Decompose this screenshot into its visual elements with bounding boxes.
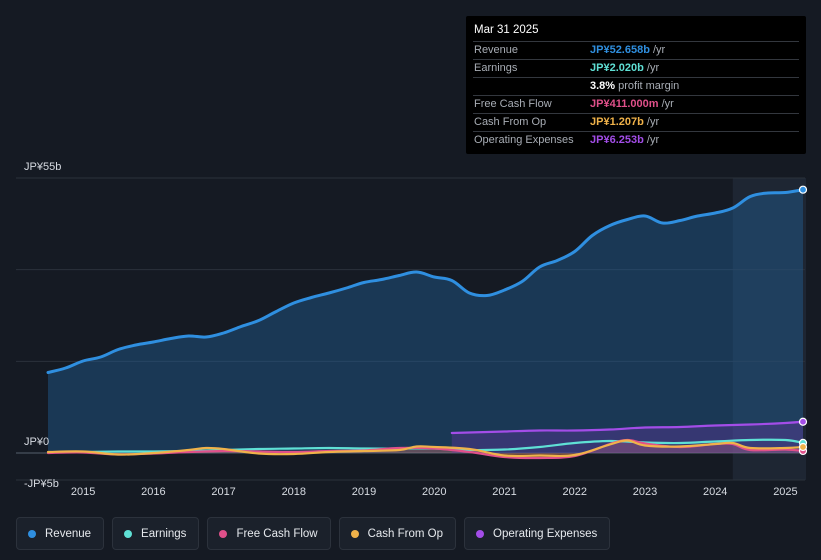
tooltip-unit: /yr [643,116,660,128]
cash-from-op-line [46,439,805,458]
revenue-end-marker [798,185,808,194]
x-tick-label: 2015 [71,486,95,498]
tooltip: Mar 31 2025 Revenue JP¥52.658b /yr Earning… [466,16,806,154]
legend: Revenue Earnings Free Cash Flow Cash From O… [16,517,611,550]
x-tick-label: 2025 [773,486,797,498]
tooltip-value: JP¥6.253b [590,134,644,146]
tooltip-label: Operating Expenses [474,134,574,146]
legend-item-free-cash-flow[interactable]: Free Cash Flow [207,517,331,550]
y-tick-label: JP¥0 [24,436,49,448]
cash-from-op-end-marker [798,442,808,452]
legend-dot-icon [219,529,228,538]
legend-item-cash-from-op[interactable]: Cash From Op [338,517,457,550]
legend-label: Free Cash Flow [236,527,318,540]
tooltip-date: Mar 31 2025 [473,16,799,42]
x-tick-label: 2019 [352,486,376,498]
tooltip-value: 3.8% [590,80,616,92]
legend-dot-icon [124,529,133,538]
revenue-area [48,189,803,453]
y-tick-label: -JP¥5b [24,478,59,490]
y-axis: JP¥55b JP¥0 -JP¥5b [24,161,61,490]
legend-label: Revenue [45,527,92,540]
operating-expenses-end-marker [798,417,808,426]
tooltip-row: Operating Expenses JP¥6.253b /yr [473,132,799,149]
legend-label: Earnings [141,527,187,540]
tooltip-row: 3.8% profit margin [473,78,799,96]
series-areas [48,189,803,459]
legend-item-earnings[interactable]: Earnings [112,517,200,550]
tooltip-value: JP¥2.020b [590,62,644,74]
legend-dot-icon [350,529,359,538]
tooltip-row: Free Cash Flow JP¥411.000m /yr [473,96,799,114]
tooltip-label: Free Cash Flow [474,98,552,110]
series-end-markers [798,185,808,456]
x-axis: 2015 2016 2017 2018 2019 2020 2021 2022 2023 2024… [71,486,798,498]
tooltip-label: Earnings [474,62,518,74]
tooltip-unit: /yr [658,98,674,110]
tooltip-row: Cash From Op JP¥1.207b /yr [473,114,799,132]
tooltip-label [474,78,590,95]
chart-area: JP¥55b JP¥0 -JP¥5b 2015 2016 2017 2018 2019 202… [16,161,808,498]
legend-item-revenue[interactable]: Revenue [16,517,105,550]
tooltip-label: Revenue [474,44,519,56]
operating-expenses-area [451,421,803,453]
legend-item-operating-expenses[interactable]: Operating Expenses [464,517,611,550]
x-tick-label: 2018 [282,486,306,498]
y-tick-label: JP¥55b [24,161,61,173]
forecast-highlight [732,178,806,480]
tooltip-unit: profit margin [615,80,680,92]
tooltip-unit: /yr [643,134,660,146]
x-tick-label: 2017 [211,486,235,498]
x-tick-label: 2016 [141,486,165,498]
legend-label: Operating Expenses [493,527,598,540]
legend-label: Cash From Op [367,527,444,540]
tooltip-row: Revenue JP¥52.658b /yr [473,42,799,60]
tooltip-unit: /yr [643,62,660,74]
tooltip-value: JP¥52.658b [590,44,650,56]
legend-dot-icon [476,529,485,538]
series-lines [46,188,805,460]
x-tick-label: 2024 [703,486,727,498]
legend-dot-icon [28,529,36,538]
tooltip-row: Earnings JP¥2.020b /yr [473,60,799,78]
x-tick-label: 2021 [492,486,516,498]
operating-expenses-line [450,420,805,435]
tooltip-value: JP¥411.000m [590,98,659,110]
x-tick-label: 2020 [422,486,446,498]
tooltip-label: Cash From Op [474,116,547,128]
revenue-line [46,188,805,374]
tooltip-unit: /yr [649,44,666,56]
x-tick-label: 2022 [563,486,587,498]
tooltip-value: JP¥1.207b [590,116,644,128]
x-tick-label: 2023 [633,486,657,498]
